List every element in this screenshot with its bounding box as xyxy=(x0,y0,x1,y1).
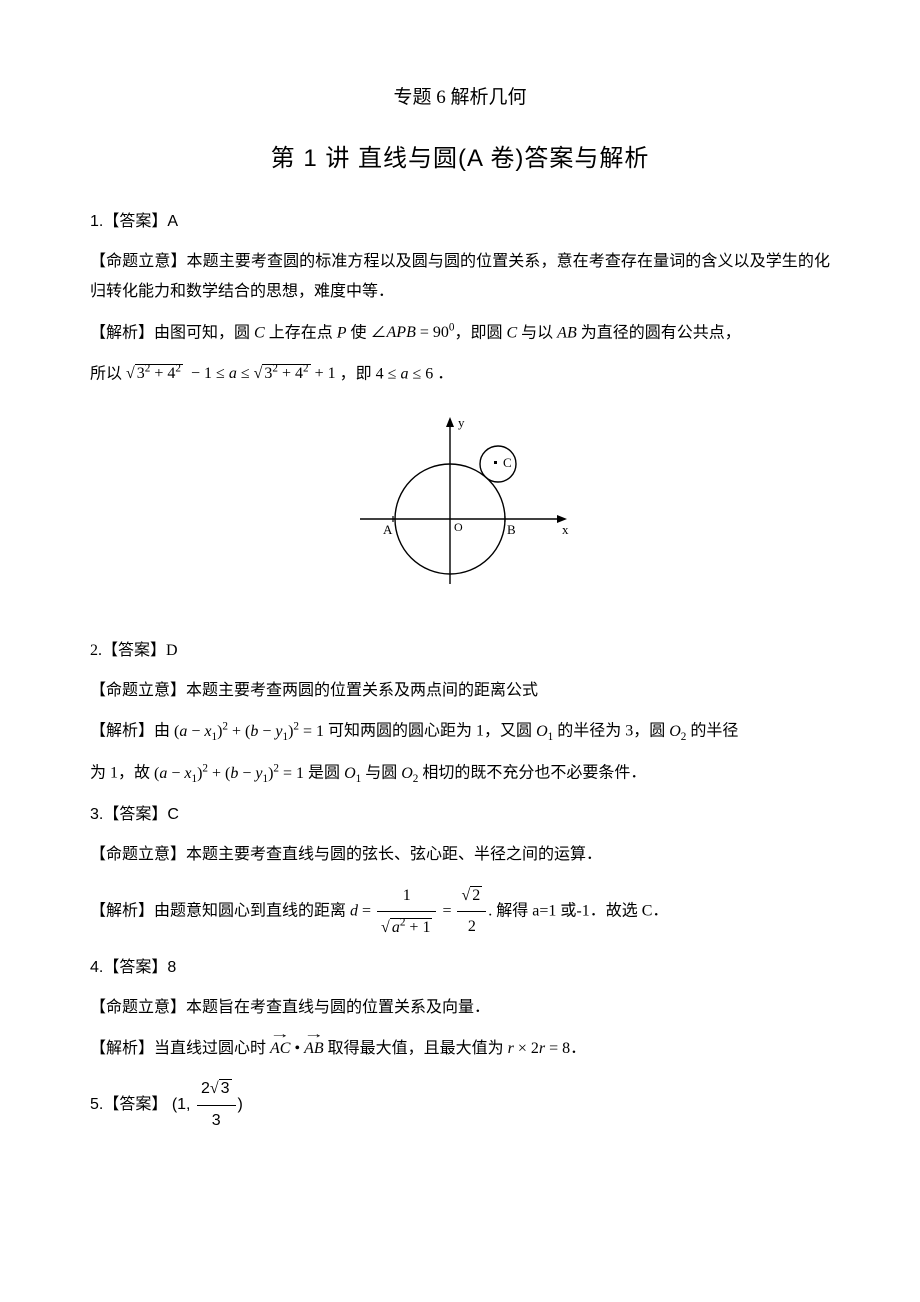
q1-analysis-line1: 【解析】由图可知，圆 C 上存在点 P 使 ∠APB = 900，即圆 C 与以… xyxy=(90,318,830,349)
q1-answer: 1.【答案】A xyxy=(90,207,830,237)
text: 为 1，故 xyxy=(90,765,154,782)
math-r2r: r × 2r = 8 xyxy=(508,1040,571,1057)
text: 的半径为 3，圆 xyxy=(553,723,669,740)
math-angle: ∠APB = 900 xyxy=(371,324,455,341)
q2-answer: 2.【答案】D xyxy=(90,636,830,666)
math-O2b: O2 xyxy=(401,765,418,782)
math-O1b: O1 xyxy=(344,765,361,782)
q3-answer: 3.【答案】C xyxy=(90,800,830,830)
math-dist: d = 1a2 + 1 = 22. xyxy=(350,881,492,943)
q4-analysis: 【解析】当直线过圆心时 AC • AB 取得最大值，且最大值为 r × 2r =… xyxy=(90,1034,830,1064)
q3-analysis: 【解析】由题意知圆心到直线的距离 d = 1a2 + 1 = 22. 解得 a=… xyxy=(90,881,830,943)
fig-label-B: B xyxy=(507,522,516,537)
fig-label-y: y xyxy=(458,415,465,430)
q2-analysis-line1: 【解析】由 (a − x1)2 + (b − y1)2 = 1 可知两圆的圆心距… xyxy=(90,716,830,748)
fig-label-x: x xyxy=(562,522,569,537)
math-O1: O1 xyxy=(536,723,553,740)
q2-intent: 【命题立意】本题主要考查两圆的位置关系及两点间的距离公式 xyxy=(90,676,830,706)
text: 使 xyxy=(346,324,370,341)
text: 【解析】由题意知圆心到直线的距离 xyxy=(90,903,350,920)
q4-intent: 【命题立意】本题旨在考查直线与圆的位置关系及向量． xyxy=(90,993,830,1023)
text: 是圆 xyxy=(304,765,344,782)
text: 的半径 xyxy=(686,723,738,740)
section-title: 专题 6 解析几何 xyxy=(90,80,830,116)
text: 与以 xyxy=(517,324,557,341)
lecture-title: 第 1 讲 直线与圆(A 卷)答案与解析 xyxy=(90,136,830,182)
text: 取得最大值，且最大值为 xyxy=(324,1040,508,1057)
math-ineq1: 32 + 42 − 1 ≤ a ≤ 32 + 42 + 1 xyxy=(126,365,340,382)
text: 解得 a=1 或-1．故选 C． xyxy=(496,903,668,920)
text: ，即 xyxy=(340,365,372,382)
q2-analysis-line2: 为 1，故 (a − x1)2 + (b − y1)2 = 1 是圆 O1 与圆… xyxy=(90,758,830,790)
vec-AB: AB xyxy=(304,1034,324,1064)
q5-answer: 5.【答案】 (1, 233) xyxy=(90,1074,830,1136)
q1-analysis-line2: 所以 32 + 42 − 1 ≤ a ≤ 32 + 42 + 1 ，即 4 ≤ … xyxy=(90,359,830,390)
text: 为直径的圆有公共点， xyxy=(577,324,741,341)
math-C: C xyxy=(254,324,265,341)
fig-label-O: O xyxy=(454,520,463,534)
q1-figure: C y x O A B xyxy=(90,409,830,610)
math-C2: C xyxy=(506,324,517,341)
text: 可知两圆的圆心距为 1，又圆 xyxy=(324,723,536,740)
math-ineq2: 4 ≤ a ≤ 6 xyxy=(376,365,438,382)
text: ． xyxy=(570,1040,586,1057)
fig-label-A: A xyxy=(383,522,393,537)
text: 【解析】当直线过圆心时 xyxy=(90,1040,270,1057)
math-eq2: (a − x1)2 + (b − y1)2 = 1 xyxy=(154,765,304,782)
math-eq1: (a − x1)2 + (b − y1)2 = 1 xyxy=(174,723,324,740)
vec-AC: AC xyxy=(270,1034,290,1064)
text: 所以 xyxy=(90,365,122,382)
text: ． xyxy=(437,365,453,382)
text: 相切的既不充分也不必要条件． xyxy=(418,765,646,782)
text: 上存在点 xyxy=(265,324,337,341)
math-interval: (1, 233) xyxy=(172,1074,243,1136)
text: 与圆 xyxy=(361,765,401,782)
text: 5.【答案】 xyxy=(90,1096,167,1113)
q1-intent: 【命题立意】本题主要考查圆的标准方程以及圆与圆的位置关系，意在考查存在量词的含义… xyxy=(90,247,830,308)
text: 【解析】由图可知，圆 xyxy=(90,324,254,341)
math-O2: O2 xyxy=(669,723,686,740)
text: ，即圆 xyxy=(454,324,506,341)
math-AB: AB xyxy=(557,324,577,341)
fig-label-C: C xyxy=(503,455,512,470)
q4-answer: 4.【答案】8 xyxy=(90,953,830,983)
q3-intent: 【命题立意】本题主要考查直线与圆的弦长、弦心距、半径之间的运算． xyxy=(90,840,830,870)
text: 【解析】由 xyxy=(90,723,174,740)
